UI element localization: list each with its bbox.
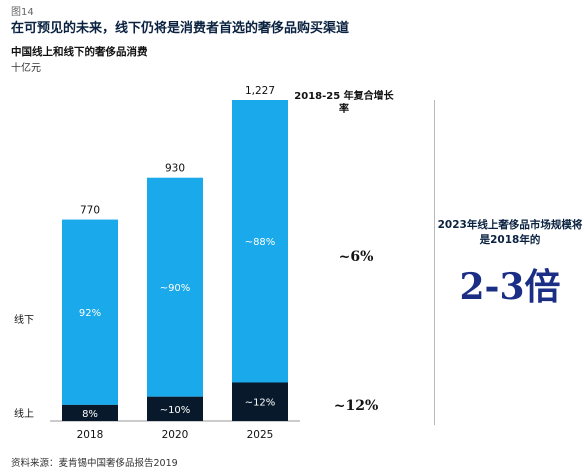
bar-label-offline-2018: 92% xyxy=(79,308,101,319)
legend-label-online: 线上 xyxy=(14,407,34,420)
bar-label-online-2020: ~10% xyxy=(160,405,191,416)
bar-online-2025 xyxy=(232,382,288,421)
cagr-header: 2018-25 年复合增长率 xyxy=(294,91,394,115)
chart-title: 中国线上和线下的奢侈品消费 xyxy=(11,46,148,58)
bar-total-label-2018: 770 xyxy=(80,205,100,217)
bar-offline-2018 xyxy=(62,219,118,405)
x-tick-label-2018: 2018 xyxy=(77,429,104,441)
bar-online-2018 xyxy=(62,404,118,421)
bar-total-label-2020: 930 xyxy=(165,163,185,175)
page-headline: 在可预见的未来，线下仍将是消费者首选的奢侈品购买渠道 xyxy=(11,21,350,36)
x-tick-label-2020: 2020 xyxy=(162,429,189,441)
cagr-offline-value: ~6% xyxy=(339,249,374,265)
vertical-divider xyxy=(434,100,435,425)
bar-label-offline-2025: ~88% xyxy=(245,237,276,248)
bar-label-offline-2020: ~90% xyxy=(160,283,191,294)
growth-multiple: 2-3倍 xyxy=(459,266,561,308)
y-axis-unit-label: 十亿元 xyxy=(11,63,41,74)
source-note: 资料来源：麦肯锡中国奢侈品报告2019 xyxy=(11,458,178,469)
bar-label-online-2025: ~12% xyxy=(245,398,276,409)
bar-label-online-2018: 8% xyxy=(82,409,98,420)
bar-offline-2025 xyxy=(232,100,288,383)
x-tick-label-2025: 2025 xyxy=(247,429,274,441)
legend-label-offline: 线下 xyxy=(14,313,34,326)
online-market-note: 2023年线上奢侈品市场规模将是2018年的 xyxy=(437,219,583,246)
bar-online-2020 xyxy=(147,396,203,421)
figure-number: 图14 xyxy=(11,7,34,18)
cagr-online-value: ~12% xyxy=(334,398,379,414)
bar-offline-2020 xyxy=(147,177,203,397)
bar-total-label-2025: 1,227 xyxy=(245,85,275,97)
